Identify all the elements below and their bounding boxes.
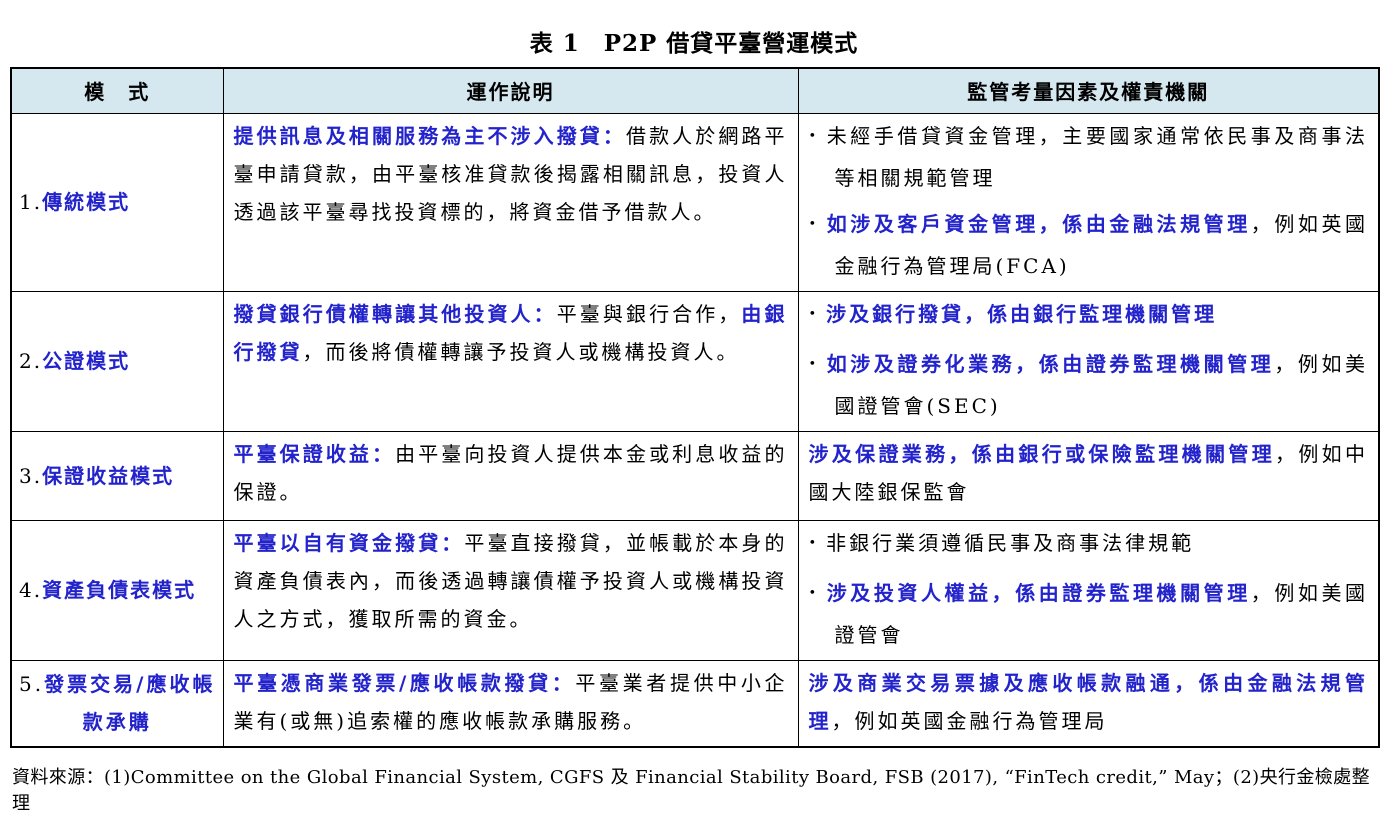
model-number: 1. <box>19 190 43 214</box>
emphasis-text: 平臺以自有資金撥貸： <box>233 530 465 555</box>
operation-description-cell: 平臺憑商業發票/應收帳款撥貸：平臺業者提供中小企業有(或無)追索權的應收帳款承購… <box>222 659 799 748</box>
model-cell: 2.公證模式 <box>10 290 224 432</box>
model-cell: 4.資產負債表模式 <box>10 519 224 661</box>
regulation-cell: • 未經手借貸資金管理，主要國家通常依民事及商事法等相關規範管理 • 如涉及客戶資金管… <box>797 112 1380 292</box>
body-text: ，例如美國證管會 <box>834 580 1369 647</box>
emphasis-text: 涉及商業交易票據及應收帳款融通，係由金融法規管理 <box>808 670 1368 733</box>
model-cell: 3.保證收益模式 <box>10 430 224 521</box>
bullet-icon: • <box>808 216 817 232</box>
emphasis-text: 提供訊息及相關服務為主不涉入撥貸： <box>233 123 626 148</box>
bullet-icon: • <box>808 585 817 601</box>
p2p-models-table: 模 式 運作說明 監管考量因素及權責機關 1.傳統模式 提供訊息及相關服務為主不涉… <box>10 67 1380 748</box>
emphasis-text: 平臺保證收益： <box>233 441 396 466</box>
model-cell: 1.傳統模式 <box>10 112 224 292</box>
emphasis-text: 涉及保證業務，係由銀行或保險監理機關管理 <box>808 441 1276 466</box>
regulation-bullet-item: • 如涉及客戶資金管理，係由金融法規管理，例如英國金融行為管理局(FCA) <box>809 205 1369 285</box>
emphasis-text: 涉及銀行撥貸，係由銀行監理機關管理 <box>826 301 1218 326</box>
operation-description-cell: 平臺保證收益：由平臺向投資人提供本金或利息收益的保證。 <box>222 430 799 521</box>
model-number: 3. <box>19 463 43 488</box>
model-number: 2. <box>19 349 43 373</box>
bullet-icon: • <box>808 535 817 551</box>
regulation-item: 涉及保證業務，係由銀行或保險監理機關管理，例如中國大陸銀保監會 <box>809 435 1369 511</box>
table-header-row: 模 式 運作說明 監管考量因素及權責機關 <box>10 67 1380 114</box>
table-body: 1.傳統模式 提供訊息及相關服務為主不涉入撥貸：借款人於網路平臺申請貸款，由平臺核… <box>10 112 1380 748</box>
model-name: 公證模式 <box>42 349 131 373</box>
model-number: 4. <box>19 578 43 602</box>
bullet-icon: • <box>808 356 817 372</box>
regulation-bullet-item: • 涉及銀行撥貸，係由銀行監理機關管理 <box>809 295 1369 337</box>
body-text: 未經手借貸資金管理，主要國家通常依民事及商事法等相關規範管理 <box>826 123 1368 190</box>
regulation-cell: • 非銀行業須遵循民事及商事法律規範 • 涉及投資人權益，係由證券監理機關管理，例如美… <box>797 519 1380 661</box>
body-text: 由平臺向投資人提供本金或利息收益的保證。 <box>233 441 788 504</box>
regulation-cell: 涉及商業交易票據及應收帳款融通，係由金融法規管理，例如英國金融行為管理局 <box>797 659 1380 748</box>
body-text: ，而後將債權轉讓予投資人或機構投資人。 <box>302 339 740 364</box>
model-name: 發票交易/應收帳款承購 <box>44 672 216 735</box>
emphasis-text: 撥貸銀行債權轉讓其他投資人： <box>233 301 557 326</box>
body-text: ，例如中國大陸銀保監會 <box>808 441 1369 504</box>
model-name: 傳統模式 <box>42 190 131 214</box>
regulation-bullet-item: • 如涉及證券化業務，係由證券監理機關管理，例如美國證管會(SEC) <box>809 345 1369 425</box>
regulation-item: 涉及商業交易票據及應收帳款融通，係由金融法規管理，例如英國金融行為管理局 <box>809 664 1369 740</box>
body-text: ，例如英國金融行為管理局(FCA) <box>834 211 1369 278</box>
operation-description-cell: 撥貸銀行債權轉讓其他投資人：平臺與銀行合作，由銀行撥貸，而後將債權轉讓予投資人或… <box>222 290 799 432</box>
model-cell: 5.發票交易/應收帳款承購 <box>10 659 224 748</box>
table-title: 表 1 P2P 借貸平臺營運模式 <box>529 30 859 57</box>
model-name: 資產負債表模式 <box>42 578 197 602</box>
emphasis-text: 平臺憑商業發票/應收帳款撥貸： <box>233 670 576 695</box>
regulation-bullet-item: • 非銀行業須遵循民事及商事法律規範 <box>809 524 1369 566</box>
table-row: 1.傳統模式 提供訊息及相關服務為主不涉入撥貸：借款人於網路平臺申請貸款，由平臺核… <box>10 112 1380 292</box>
col-header-operation: 運作說明 <box>222 67 799 114</box>
body-text: 非銀行業須遵循民事及商事法律規範 <box>826 530 1195 555</box>
table-row: 2.公證模式 撥貸銀行債權轉讓其他投資人：平臺與銀行合作，由銀行撥貸，而後將債權轉… <box>10 290 1380 432</box>
col-header-model: 模 式 <box>10 67 224 114</box>
body-text: ，例如美國證管會(SEC) <box>834 351 1369 418</box>
body-text: ，例如英國金融行為管理局 <box>831 708 1108 733</box>
table-row: 4.資產負債表模式 平臺以自有資金撥貸：平臺直接撥貸，並帳載於本身的資產負債表內，… <box>10 519 1380 661</box>
emphasis-text: 如涉及證券化業務，係由證券監理機關管理 <box>826 351 1275 376</box>
body-text: 平臺與銀行合作， <box>556 301 742 326</box>
model-number: 5. <box>19 672 45 697</box>
regulation-cell: 涉及保證業務，係由銀行或保險監理機關管理，例如中國大陸銀保監會 <box>797 430 1380 521</box>
bullet-icon: • <box>808 128 817 144</box>
table-row: 3.保證收益模式 平臺保證收益：由平臺向投資人提供本金或利息收益的保證。 涉及保證業… <box>10 430 1380 521</box>
body-text: 平臺直接撥貸，並帳載於本身的資產負債表內，而後透過轉讓債權予投資人或機構投資人之… <box>233 530 788 631</box>
table-row: 5.發票交易/應收帳款承購 平臺憑商業發票/應收帳款撥貸：平臺業者提供中小企業有(… <box>10 659 1380 748</box>
col-header-regulation: 監管考量因素及權責機關 <box>797 67 1380 114</box>
body-text: 借款人於網路平臺申請貸款，由平臺核准貸款後揭露相關訊息，投資人透過該平臺尋找投資… <box>233 123 788 224</box>
regulation-bullet-item: • 未經手借貸資金管理，主要國家通常依民事及商事法等相關規範管理 <box>809 117 1369 197</box>
body-text: 平臺業者提供中小企業有(或無)追索權的應收帳款承購服務。 <box>233 670 788 733</box>
emphasis-text: 涉及投資人權益，係由證券監理機關管理 <box>826 580 1251 605</box>
regulation-bullet-item: • 涉及投資人權益，係由證券監理機關管理，例如美國證管會 <box>809 574 1369 654</box>
emphasis-text: 如涉及客戶資金管理，係由金融法規管理 <box>826 211 1251 236</box>
model-name: 保證收益模式 <box>42 463 175 488</box>
regulation-cell: • 涉及銀行撥貸，係由銀行監理機關管理 • 如涉及證券化業務，係由證券監理機關管理，例… <box>797 290 1380 432</box>
operation-description-cell: 平臺以自有資金撥貸：平臺直接撥貸，並帳載於本身的資產負債表內，而後透過轉讓債權予… <box>222 519 799 661</box>
emphasis-text: 由銀行撥貸 <box>233 301 788 364</box>
source-note: 資料來源：(1)Committee on the Global Financia… <box>12 767 1370 814</box>
bullet-icon: • <box>808 306 817 322</box>
operation-description-cell: 提供訊息及相關服務為主不涉入撥貸：借款人於網路平臺申請貸款，由平臺核准貸款後揭露… <box>222 112 799 292</box>
